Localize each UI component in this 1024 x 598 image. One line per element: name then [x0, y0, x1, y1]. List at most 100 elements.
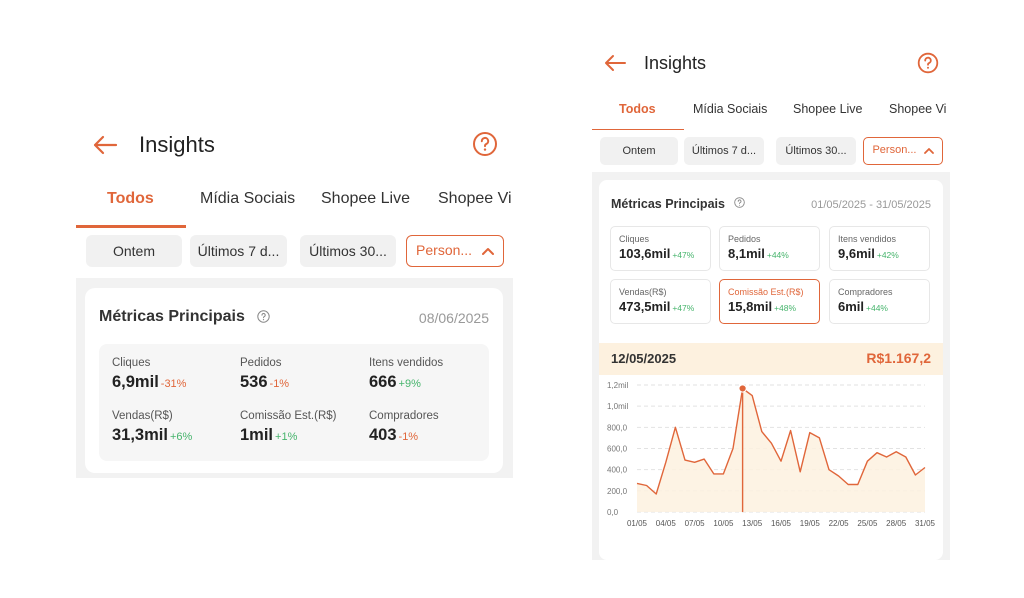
- metric-value: 6,9mil: [112, 373, 159, 391]
- x-tick-label: 28/05: [886, 519, 907, 528]
- y-tick-label: 800,0: [607, 423, 628, 432]
- metric-label: Comissão Est.(R$): [728, 287, 804, 297]
- metric-delta: -1%: [269, 378, 290, 390]
- metric-comissao[interactable]: Comissão Est.(R$) 1mil +1%: [240, 410, 337, 445]
- metric-vendas[interactable]: Vendas(R$) 31,3mil +6%: [112, 410, 192, 445]
- commission-chart[interactable]: 0,0 200,0 400,0 600,0 800,0 1,0mil 1,2mil 01/05…: [599, 375, 943, 540]
- metric-delta: +44%: [766, 250, 789, 260]
- card-title: Métricas Principais: [99, 308, 245, 325]
- tab-shopee-video[interactable]: Shopee Vi: [438, 190, 512, 207]
- filter-personalizado[interactable]: Person...: [406, 235, 504, 267]
- x-tick-label: 04/05: [656, 519, 677, 528]
- metric-label: Comissão Est.(R$): [240, 410, 337, 422]
- metric-comissao[interactable]: Comissão Est.(R$) 15,8mil +48%: [719, 279, 820, 324]
- filter-ontem[interactable]: Ontem: [600, 137, 678, 165]
- card-date: 08/06/2025: [418, 310, 489, 326]
- filter-personalizado-label: Person...: [872, 144, 917, 156]
- right-screen: Insights Todos Mídia Sociais Shopee Live…: [592, 40, 950, 560]
- tab-bar: Todos Mídia Sociais Shopee Live Shopee V…: [592, 86, 950, 131]
- metric-label: Cliques: [619, 234, 650, 244]
- tab-todos[interactable]: Todos: [619, 102, 656, 116]
- question-circle-icon[interactable]: [472, 131, 498, 157]
- x-tick-label: 13/05: [742, 519, 763, 528]
- metric-value: 9,6mil: [838, 246, 875, 261]
- tab-shopee-live[interactable]: Shopee Live: [321, 190, 410, 207]
- filter-ultimos-30-dias[interactable]: Últimos 30...: [776, 137, 856, 165]
- metric-value: 15,8mil: [728, 299, 773, 314]
- filter-ultimos-7-dias[interactable]: Últimos 7 d...: [684, 137, 764, 165]
- tab-shopee-live[interactable]: Shopee Live: [793, 102, 863, 116]
- metric-delta: +48%: [774, 303, 797, 313]
- metric-label: Compradores: [369, 410, 439, 422]
- metric-label: Itens vendidos: [369, 357, 444, 369]
- y-tick-label: 1,2mil: [607, 381, 629, 390]
- metric-label: Vendas(R$): [112, 410, 173, 422]
- x-tick-label: 16/05: [771, 519, 792, 528]
- filter-ultimos-7-dias[interactable]: Últimos 7 d...: [190, 235, 287, 267]
- metrics-grid: Cliques 6,9mil -31% Pedidos 536 -1% Itens …: [99, 344, 489, 461]
- y-tick-label: 600,0: [607, 445, 628, 454]
- metric-cliques[interactable]: Cliques 6,9mil -31%: [112, 357, 186, 392]
- page-title: Insights: [644, 53, 707, 73]
- chevron-up-icon: [923, 147, 934, 154]
- highlight-value: R$1.167,2: [866, 350, 931, 366]
- filter-ultimos-30-dias[interactable]: Últimos 30...: [300, 235, 396, 267]
- tab-midia-sociais[interactable]: Mídia Sociais: [200, 190, 296, 207]
- metric-value: 536: [240, 373, 268, 391]
- metric-value: 6mil: [838, 299, 865, 314]
- metric-value: 103,6mil: [619, 246, 671, 261]
- y-tick-label: 1,0mil: [607, 402, 629, 411]
- metric-vendas[interactable]: Vendas(R$) 473,5mil +47%: [610, 279, 711, 324]
- metric-compradores[interactable]: Compradores 6mil +44%: [829, 279, 930, 324]
- filter-personalizado-label: Person...: [416, 242, 473, 258]
- metric-itens-vendidos[interactable]: Itens vendidos 9,6mil +42%: [829, 226, 930, 271]
- card-date-range: 01/05/2025 - 31/05/2025: [811, 199, 931, 211]
- chevron-up-icon: [481, 248, 494, 256]
- metric-compradores[interactable]: Compradores 403 -1%: [369, 410, 439, 445]
- info-icon[interactable]: [257, 310, 270, 323]
- tab-midia-sociais[interactable]: Mídia Sociais: [693, 102, 768, 116]
- metric-value: 8,1mil: [728, 246, 765, 261]
- date-filter-bar: Ontem Últimos 7 d... Últimos 30... Perso…: [592, 130, 950, 172]
- x-tick-label: 01/05: [627, 519, 648, 528]
- metric-delta: +47%: [672, 250, 695, 260]
- metric-value: 473,5mil: [619, 299, 671, 314]
- y-tick-label: 200,0: [607, 487, 628, 496]
- metric-value: 31,3mil: [112, 426, 168, 444]
- date-filter-bar: Ontem Últimos 7 d... Últimos 30... Perso…: [76, 228, 513, 278]
- metric-cliques[interactable]: Cliques 103,6mil +47%: [610, 226, 711, 271]
- filter-ontem[interactable]: Ontem: [86, 235, 182, 267]
- main-metrics-card: Métricas Principais 08/06/2025 Cliques 6…: [85, 288, 503, 473]
- tab-bar: Todos Mídia Sociais Shopee Live Shopee V…: [76, 174, 513, 228]
- question-circle-icon[interactable]: [917, 52, 939, 74]
- info-icon[interactable]: [734, 197, 745, 208]
- page-title: Insights: [139, 132, 215, 157]
- series-line: [636, 387, 926, 495]
- arrow-left-icon[interactable]: [602, 50, 628, 76]
- metric-label: Pedidos: [240, 357, 282, 369]
- metric-pedidos[interactable]: Pedidos 536 -1%: [240, 357, 289, 392]
- arrow-left-icon[interactable]: [90, 130, 120, 160]
- metric-label: Vendas(R$): [619, 287, 667, 297]
- metric-itens-vendidos[interactable]: Itens vendidos 666 +9%: [369, 357, 443, 392]
- series-area: [637, 388, 925, 512]
- tab-shopee-video[interactable]: Shopee Vi: [889, 102, 947, 116]
- metric-delta: -1%: [398, 431, 419, 443]
- filter-personalizado[interactable]: Person...: [863, 137, 943, 165]
- header: Insights: [592, 40, 950, 86]
- metric-value: 403: [369, 426, 397, 444]
- highlight-date: 12/05/2025: [611, 351, 677, 366]
- x-tick-label: 22/05: [829, 519, 850, 528]
- x-tick-label: 07/05: [685, 519, 706, 528]
- metric-delta: +9%: [398, 378, 421, 390]
- metric-pedidos[interactable]: Pedidos 8,1mil +44%: [719, 226, 820, 271]
- metric-delta: +1%: [275, 431, 298, 443]
- metric-label: Compradores: [838, 287, 893, 297]
- metric-label: Cliques: [112, 357, 151, 369]
- metric-delta: +44%: [866, 303, 888, 313]
- metric-delta: +47%: [672, 303, 695, 313]
- metric-label: Pedidos: [728, 234, 761, 244]
- selected-point: [738, 384, 747, 393]
- metric-delta: +6%: [169, 431, 193, 443]
- tab-todos[interactable]: Todos: [107, 190, 154, 207]
